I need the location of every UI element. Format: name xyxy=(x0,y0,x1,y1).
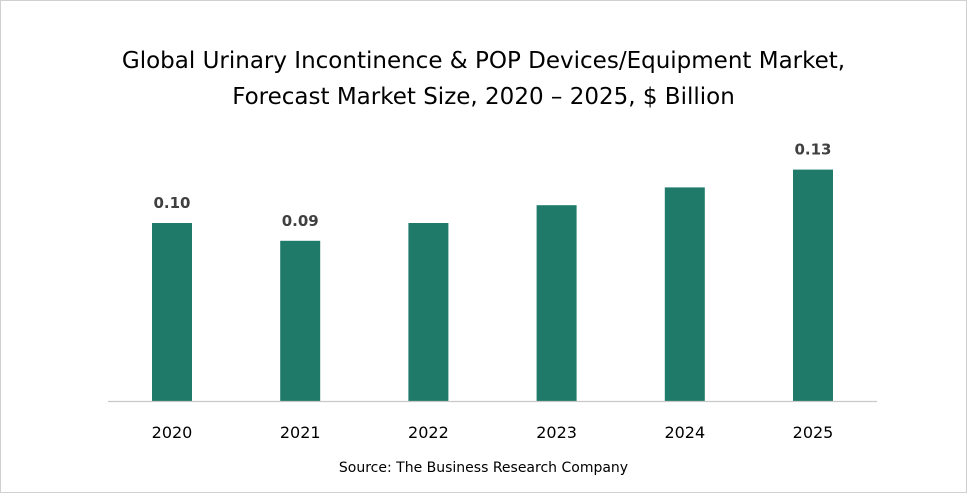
x-tick-label-2022: 2022 xyxy=(408,423,449,442)
bar-2021 xyxy=(280,240,321,401)
chart-title-line-1: Global Urinary Incontinence & POP Device… xyxy=(121,48,846,74)
x-tick-label-2025: 2025 xyxy=(793,423,834,442)
chart-title: Global Urinary Incontinence & POP Device… xyxy=(1,43,966,115)
data-label-2020: 0.10 xyxy=(153,194,190,212)
bar-2025 xyxy=(793,169,833,401)
x-tick-label-2021: 2021 xyxy=(280,423,321,442)
source-note: Source: The Business Research Company xyxy=(338,460,629,476)
x-tick-label-2024: 2024 xyxy=(664,423,705,442)
x-tick-label-2020: 2020 xyxy=(152,423,193,442)
chart-title-line-2: Forecast Market Size, 2020 – 2025, $ Bil… xyxy=(232,84,735,110)
data-label-2021: 0.09 xyxy=(282,212,319,230)
data-label-2025: 0.13 xyxy=(794,141,831,159)
bar-2023 xyxy=(536,205,577,401)
bar-2024 xyxy=(664,187,705,401)
x-tick-label-2023: 2023 xyxy=(536,423,577,442)
bar-2022 xyxy=(408,223,449,401)
bar-2020 xyxy=(152,223,192,401)
